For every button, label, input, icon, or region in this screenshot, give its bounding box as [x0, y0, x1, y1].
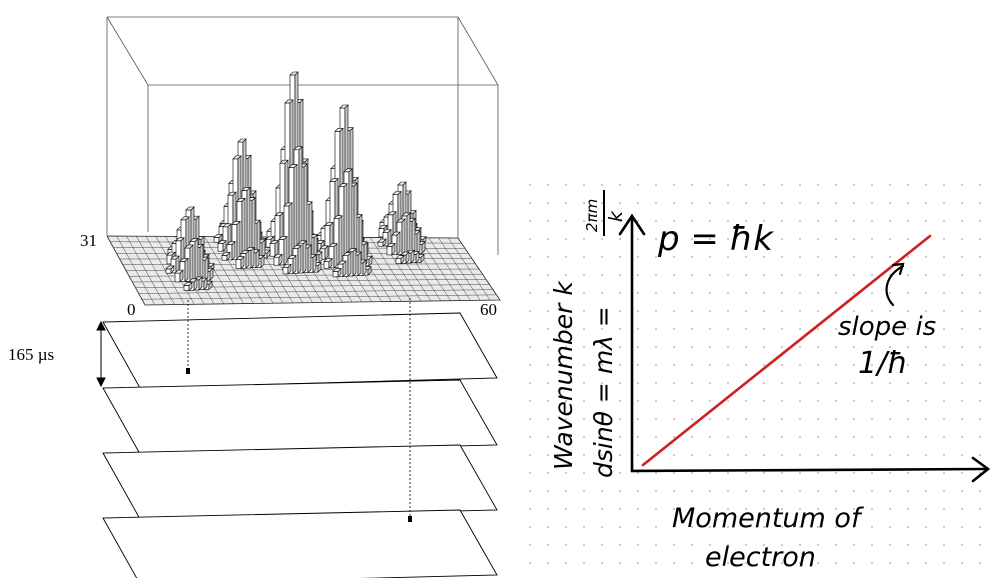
histogram-bounding-box	[106, 16, 499, 255]
slope-annotation-arrow	[885, 262, 905, 307]
histogram-bar	[328, 242, 338, 269]
histogram-bar	[221, 251, 231, 261]
axis-end-label: 60	[480, 300, 497, 319]
histogram-bar	[278, 235, 288, 266]
histogram-bar	[386, 242, 396, 256]
dot-grid-background	[528, 183, 982, 565]
spacing-arrow	[96, 320, 106, 388]
time-slice-plane	[102, 312, 498, 389]
slope-annotation-line1: slope is	[838, 312, 936, 342]
histogram-bar	[282, 263, 292, 275]
histogram-3d-figure: 31 0 60 165 µs	[8, 16, 501, 578]
histogram-bar	[395, 254, 405, 265]
spacing-label: 165 µs	[8, 345, 54, 364]
histogram-bars	[165, 71, 427, 292]
time-slice-plane	[102, 444, 498, 520]
y-axis-arrow	[618, 213, 646, 236]
histogram-bar	[183, 281, 193, 292]
x-axis-label-line2: electron	[705, 542, 816, 573]
equation-top: p = ħk	[657, 219, 774, 259]
x-axis-arrow	[971, 456, 991, 483]
y-axis-label: Wavenumber k	[549, 280, 578, 470]
slope-annotation-line2: 1/ħ	[858, 346, 908, 381]
sketch-axes	[618, 213, 991, 483]
projection-dotted-lines	[187, 298, 411, 518]
time-slice-planes	[102, 312, 498, 578]
histogram-bar	[332, 267, 342, 278]
histogram-bar	[213, 233, 223, 243]
momentum-line	[641, 234, 932, 467]
histogram-bar	[174, 269, 184, 283]
x-axis	[630, 467, 987, 473]
histogram-bar	[235, 255, 245, 270]
time-slice-plane	[102, 379, 498, 455]
x-axis-label-line1: Momentum of	[672, 503, 864, 534]
histogram-label-31: 31	[80, 231, 97, 250]
detection-mark	[408, 516, 412, 522]
histogram-bar	[165, 265, 175, 274]
detection-mark	[186, 368, 190, 374]
histogram-bar	[273, 253, 283, 266]
time-slice-plane	[102, 509, 498, 578]
histogram-bar	[377, 238, 387, 247]
histogram-bar	[217, 239, 227, 252]
y-axis-formula: dsinθ = mλ =	[589, 306, 618, 478]
momentum-wavenumber-sketch: p = ħk slope is 1/ħ Momentum of electron…	[528, 183, 991, 573]
y-axis-formula-denominator: k	[605, 210, 627, 222]
y-axis-formula-numerator: 2πm	[583, 199, 601, 232]
axis-start-label: 0	[127, 300, 136, 319]
histogram-bar	[323, 257, 333, 269]
histogram-bar	[269, 239, 279, 257]
